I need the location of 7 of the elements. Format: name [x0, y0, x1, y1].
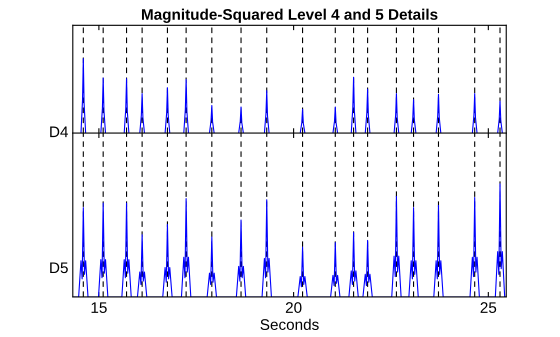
y-axis-title: D5 [50, 262, 68, 274]
x-tick-label: 25 [480, 302, 496, 313]
x-tick-label: 15 [92, 302, 107, 313]
x-axis-title: Seconds [260, 318, 319, 330]
chart-title: Magnitude-Squared Level 4 and 5 Details [142, 8, 438, 23]
y-axis-title: D4 [50, 126, 68, 138]
x-tick-label: 20 [286, 302, 302, 313]
